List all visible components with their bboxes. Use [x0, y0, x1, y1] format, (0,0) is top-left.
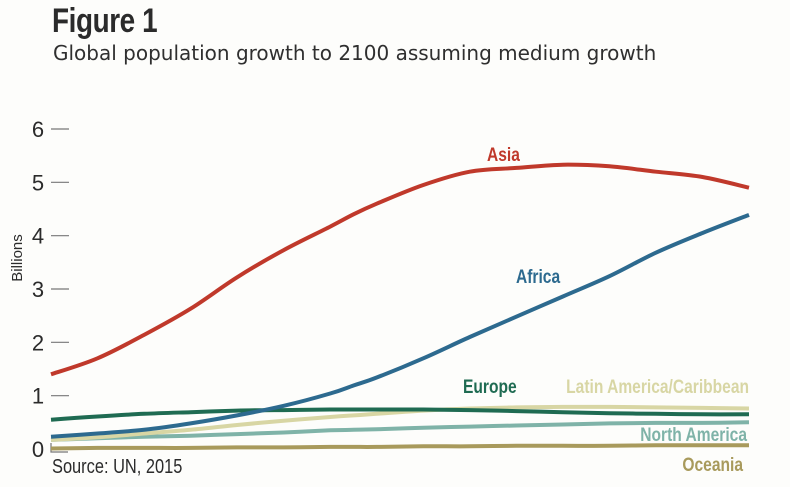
series-line-oceania: [50, 443, 749, 451]
series-label-latin-america-caribbean: Latin America/Caribbean: [566, 376, 749, 398]
y-axis-baseline: [50, 443, 68, 453]
series-line-asia: [50, 162, 750, 377]
series-line-europe: [50, 407, 750, 422]
series-labels: Asia Africa Europe Latin America/Caribbean N…: [463, 144, 749, 476]
series-label-north-america: North America: [640, 424, 747, 446]
y-tick-label: 2: [32, 330, 44, 355]
series-lines: [50, 162, 750, 451]
series-label-europe: Europe: [463, 376, 517, 398]
series-line-north-america: [50, 420, 750, 442]
y-tick-label: 3: [32, 277, 44, 302]
series-label-oceania: Oceania: [682, 454, 743, 476]
series-line-latin-america-caribbean: [50, 404, 750, 442]
figure-title: Figure 1: [52, 2, 158, 40]
series-label-africa: Africa: [516, 266, 560, 288]
y-axis-title: Billions: [9, 234, 26, 282]
figure-subtitle: Global population growth to 2100 assumin…: [53, 41, 657, 65]
y-tick-label: 4: [32, 224, 44, 249]
y-tick-label: 5: [32, 170, 44, 195]
series-line-africa: [50, 213, 750, 439]
y-tick-label: 1: [32, 384, 44, 409]
y-axis: 0 1 2 3 4 5 6: [32, 117, 69, 462]
series-label-asia: Asia: [487, 144, 520, 166]
y-tick-label: 6: [32, 117, 44, 142]
y-tick-label: 0: [32, 437, 44, 462]
source-note: Source: UN, 2015: [52, 456, 183, 478]
